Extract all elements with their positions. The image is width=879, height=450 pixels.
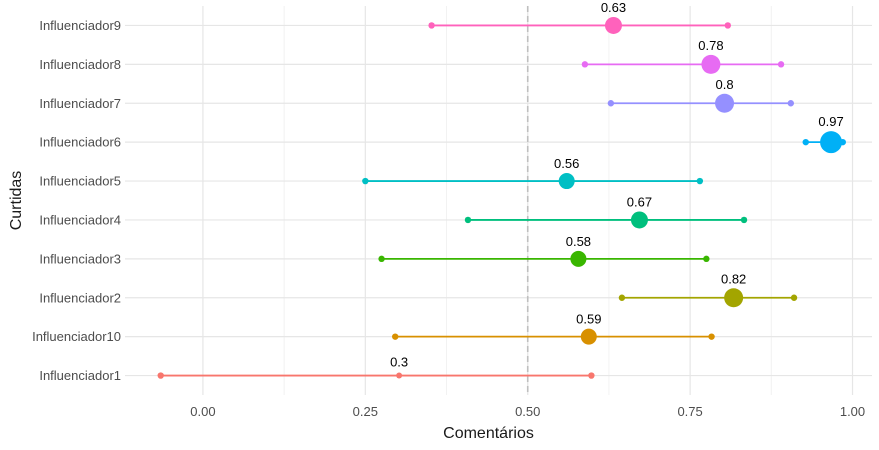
range-low-point [392, 333, 399, 340]
series-influenciador7: 0.8 [607, 77, 795, 113]
range-high-point [703, 255, 710, 263]
range-low-point [581, 61, 589, 68]
x-tick-label: 0.25 [353, 404, 378, 419]
value-point [570, 250, 587, 267]
x-tick-label: 0.00 [190, 404, 215, 419]
value-point [715, 93, 735, 113]
series-influenciador1: 0.3 [157, 355, 595, 379]
y-tick-label: Influenciador8 [39, 57, 121, 72]
series-influenciador10: 0.59 [392, 312, 715, 345]
data-label: 0.97 [818, 114, 843, 129]
range-low-point [607, 100, 615, 107]
series-influenciador8: 0.78 [581, 38, 785, 74]
value-point [396, 372, 403, 379]
range-high-point [696, 177, 704, 185]
data-label: 0.67 [627, 194, 652, 209]
x-tick-label: 0.50 [515, 404, 540, 419]
range-low-point [157, 372, 164, 379]
range-high-point [724, 22, 731, 29]
value-point [630, 211, 648, 229]
range-low-point [428, 22, 435, 29]
range-low-point [378, 255, 385, 263]
data-label: 0.58 [566, 234, 591, 249]
y-tick-label: Influenciador2 [39, 290, 121, 305]
y-tick-label: Influenciador1 [39, 368, 121, 383]
range-high-point [708, 333, 715, 340]
data-label: 0.56 [554, 156, 579, 171]
series-layer: 0.3 0.59 0.82 0.58 0.67 0.56 0.97 0.8 0.78 0.63 [157, 0, 846, 379]
y-tick-label: Influenciador6 [39, 135, 121, 150]
series-influenciador4: 0.67 [464, 194, 748, 229]
range-high-point [777, 61, 785, 68]
range-low-point [362, 177, 369, 185]
x-axis-ticks: 0.00 0.25 0.50 0.75 1.00 [190, 404, 865, 419]
y-axis-ticks: Influenciador1 Influenciador10 Influenciad… [32, 18, 121, 383]
series-influenciador6: 0.97 [802, 114, 846, 154]
series-influenciador9: 0.63 [428, 0, 731, 34]
value-point [701, 54, 721, 74]
data-label: 0.59 [576, 312, 601, 327]
value-point [558, 173, 575, 190]
range-high-point [787, 100, 795, 107]
series-influenciador3: 0.58 [378, 234, 710, 267]
data-label: 0.82 [721, 271, 746, 286]
range-low-point [618, 294, 626, 301]
y-axis-title: Curtidas [8, 171, 25, 231]
series-influenciador2: 0.82 [618, 271, 798, 308]
range-high-point [790, 294, 798, 301]
data-label: 0.63 [601, 0, 626, 15]
value-point [820, 131, 843, 154]
x-tick-label: 1.00 [840, 404, 865, 419]
value-point [580, 328, 597, 345]
y-tick-label: Influenciador4 [39, 212, 121, 227]
value-point [724, 288, 744, 308]
y-tick-label: Influenciador5 [39, 174, 121, 189]
data-label: 0.8 [716, 77, 734, 92]
range-low-point [802, 138, 809, 146]
value-point [604, 16, 622, 34]
range-high-point [588, 372, 595, 379]
range-low-point [464, 216, 472, 224]
data-label: 0.3 [390, 355, 408, 370]
y-tick-label: Influenciador10 [32, 329, 121, 344]
series-influenciador5: 0.56 [362, 156, 704, 190]
range-high-point [740, 216, 748, 224]
y-tick-label: Influenciador9 [39, 18, 121, 33]
x-axis-title: Comentários [443, 425, 534, 442]
data-label: 0.78 [698, 38, 723, 53]
y-tick-label: Influenciador7 [39, 96, 121, 111]
y-tick-label: Influenciador3 [39, 251, 121, 266]
x-tick-label: 0.75 [677, 404, 702, 419]
